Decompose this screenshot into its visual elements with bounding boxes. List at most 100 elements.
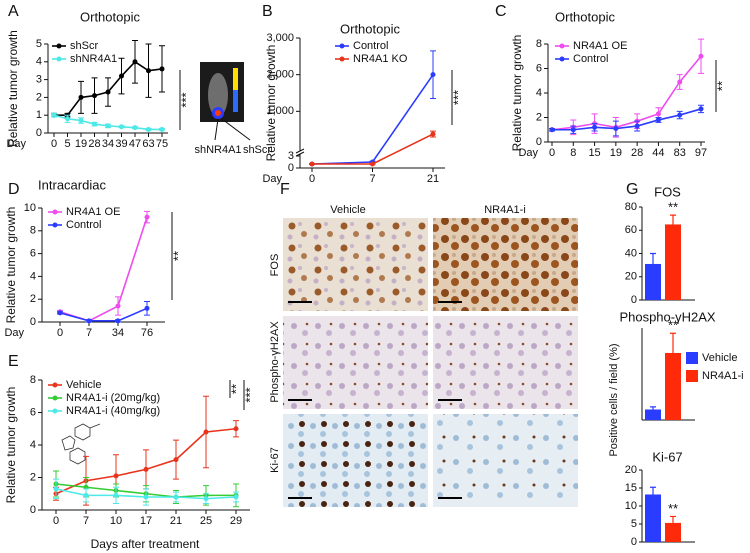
axis-break [295, 148, 305, 154]
significance-stars: ** [714, 81, 729, 91]
error-bar [670, 515, 676, 523]
y-tick-label: 6 [30, 248, 36, 260]
chart-title: Intracardiac [38, 177, 106, 192]
data-point [159, 66, 165, 72]
error-bar [670, 332, 676, 353]
x-tick-label: 0 [309, 173, 315, 185]
y-axis-label: Relative tumor growth [4, 207, 18, 324]
subplot-title: Phospho-γH2AX [619, 309, 715, 324]
data-point [132, 59, 138, 65]
y-axis-label: Relative tumor growth [6, 30, 20, 147]
x-tick-label: 8 [570, 147, 576, 159]
chemical-structure [61, 423, 101, 465]
y-tick-label: 20 [625, 464, 637, 476]
significance-stars: ** [228, 384, 243, 394]
data-point [105, 89, 111, 95]
error-bar [650, 406, 656, 410]
y-tick-label: 8 [30, 225, 36, 237]
data-point [78, 94, 84, 100]
inset-label: shNR4A1 [194, 144, 241, 156]
data-point [370, 161, 375, 167]
legend-label: NR4A1 OE [573, 40, 627, 52]
y-tick-label: 10 [24, 202, 36, 214]
legend-label: Vehicle [702, 352, 737, 364]
panel-letter: E [8, 353, 19, 370]
legend-swatch [686, 352, 698, 364]
y-axis-label: Relative tumor growth [264, 45, 278, 162]
x-tick-label: 0 [51, 138, 57, 150]
data-point [233, 426, 239, 432]
x-axis-label: Day [6, 138, 26, 150]
legend-marker [559, 56, 565, 62]
data-point [143, 494, 149, 500]
error-bar [650, 486, 656, 495]
data-point [570, 127, 576, 133]
y-axis-label: Positive cells / field (%) [608, 343, 620, 456]
y-tick-label: 0 [30, 316, 36, 328]
data-point [655, 117, 661, 123]
series-line [311, 74, 434, 165]
y-tick-label: 40 [625, 247, 637, 259]
y-tick-label: 8 [30, 374, 36, 386]
data-point [51, 112, 57, 118]
legend-swatch [686, 370, 698, 382]
data-point [159, 126, 165, 132]
legend-marker [52, 382, 58, 388]
y-tick-label: 4 [36, 56, 42, 68]
panel-letter: F [280, 181, 290, 198]
data-point [430, 131, 436, 137]
y-tick-label: 60 [625, 224, 637, 236]
error-bar [650, 252, 656, 264]
legend-label: shScr [70, 40, 98, 52]
data-point [655, 111, 661, 117]
data-point [78, 118, 84, 124]
bar [645, 494, 661, 542]
legend-label: shNR4A1 [70, 53, 117, 65]
legend-label: NR4A1-i (20mg/kg) [66, 392, 160, 404]
panel-letter: C [495, 3, 507, 20]
y-tick-label: 80 [625, 201, 637, 213]
bioluminescence-inset [200, 62, 251, 141]
chart-title: Orthotopic [340, 21, 400, 36]
data-point [83, 492, 89, 498]
x-axis-label: Days after treatment [91, 537, 200, 551]
y-tick-label: 3 [36, 74, 42, 86]
data-point [173, 494, 179, 500]
panel-letter: A [8, 3, 19, 20]
data-point [86, 318, 92, 324]
legend-label: NR4A1 KO [353, 53, 408, 65]
significance-stars: *** [178, 92, 193, 107]
column-label: NR4A1-i [484, 204, 526, 216]
significance-stars: *** [450, 90, 465, 105]
x-tick-label: 29 [230, 515, 242, 527]
y-tick-label: 6 [30, 406, 36, 418]
data-point [233, 494, 239, 500]
x-tick-label: 44 [652, 147, 664, 159]
panel-letter: G [626, 181, 638, 198]
y-tick-label: 4 [536, 87, 542, 99]
data-point [146, 68, 151, 74]
x-tick-label: 15 [588, 147, 600, 159]
row-label: FOS [269, 254, 281, 277]
x-axis-label: Day [262, 173, 282, 185]
y-tick-label: 2 [536, 111, 542, 123]
y-tick-label: 3,000 [266, 32, 294, 44]
y-tick-label: 15 [625, 482, 637, 494]
x-tick-label: 19 [610, 147, 622, 159]
data-point [698, 53, 704, 59]
series-line [552, 108, 702, 131]
data-point [173, 457, 179, 463]
significance-stars: ** [668, 318, 678, 333]
data-point [309, 161, 315, 167]
y-tick-label: 3 [288, 150, 294, 162]
y-tick-label: 8 [536, 38, 542, 50]
y-tick-label: 0 [631, 294, 637, 306]
x-tick-label: 34 [102, 138, 114, 150]
x-tick-label: 97 [695, 147, 707, 159]
y-axis-label: Relative tumor growth [510, 35, 524, 152]
x-axis-label: Day [4, 327, 24, 339]
series-line [59, 307, 148, 322]
data-point [113, 492, 119, 498]
x-tick-label: 0 [57, 327, 63, 339]
